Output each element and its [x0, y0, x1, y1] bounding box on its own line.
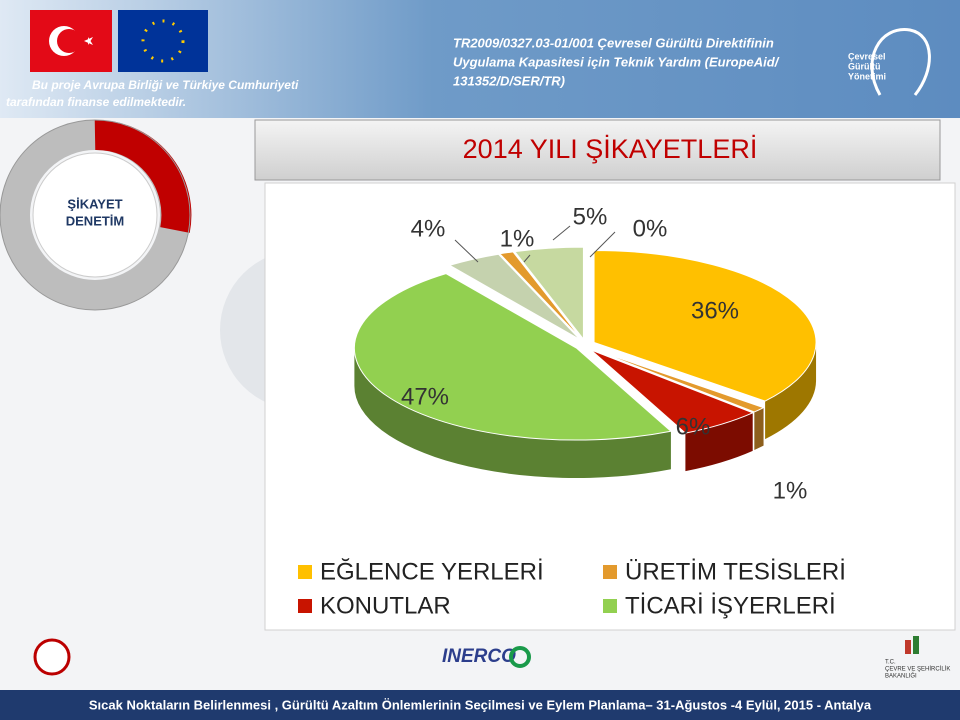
legend-swatch: [603, 565, 617, 579]
leader-line: [552, 225, 571, 241]
footer-text: Sıcak Noktaların Belirlenmesi , Gürültü …: [89, 697, 872, 712]
project-text: 131352/D/SER/TR): [453, 73, 565, 88]
footer-band: [0, 690, 960, 720]
logo-ministry-mark: [905, 640, 911, 654]
logo-text: Gürültü: [848, 61, 881, 71]
ministry-text: BAKANLIĞI: [885, 673, 917, 680]
funding-text: tarafından finanse edilmektedir.: [6, 95, 186, 109]
legend-label: KONUTLAR: [320, 592, 451, 619]
value-label: 5%: [573, 203, 608, 230]
sidebar-text: DENETİM: [66, 213, 125, 228]
ministry-text: ÇEVRE VE ŞEHİRCİLİK: [885, 666, 950, 673]
funding-text: Bu proje Avrupa Birliği ve Türkiye Cumhu…: [32, 78, 299, 92]
legend-swatch: [603, 599, 617, 613]
chart-title: 2014 YILI ŞİKAYETLERİ: [463, 133, 758, 164]
slice: [593, 249, 817, 402]
leader-line: [523, 254, 531, 263]
flag-eu: [118, 10, 208, 72]
legend-label: TİCARİ İŞYERLERİ: [625, 592, 836, 619]
slice: [592, 348, 765, 413]
project-text: TR2009/0327.03-01/001 Çevresel Gürültü D…: [453, 35, 774, 50]
logo-inerco: INERCO: [442, 646, 516, 667]
title-bar: [254, 119, 941, 181]
value-label: 0%: [633, 215, 668, 242]
legend-swatch: [298, 599, 312, 613]
slice: [498, 251, 583, 340]
value-label: 47%: [401, 383, 449, 410]
slice-side: [685, 412, 753, 472]
legend-label: EĞLENCE YERLERİ: [320, 558, 544, 585]
value-label: 1%: [500, 225, 535, 252]
sidebar-text: ŞİKAYET: [67, 196, 122, 211]
pie: 36% 1% 6% 47% 4% 1% 5% 0%: [353, 203, 817, 504]
slice: [448, 253, 581, 341]
ministry-text: T.C.: [885, 660, 896, 666]
value-label: 36%: [691, 297, 739, 324]
leader-line: [589, 231, 616, 258]
legend-swatch: [298, 565, 312, 579]
eu-stars: [141, 19, 185, 63]
flag-crescent-cut: [57, 29, 81, 53]
logo-cpcb: [33, 638, 71, 676]
logo-ear: [870, 28, 931, 96]
ring-edge: [0, 119, 191, 311]
legend: EĞLENCE YERLERİ ÜRETİM TESİSLERİ KONUTLAR T…: [298, 558, 846, 619]
logo-inerco-mark: [509, 646, 531, 668]
value-label: 4%: [411, 215, 446, 242]
value-label: 1%: [773, 477, 808, 504]
flag-star: [84, 37, 93, 45]
logo-text: Çevresel: [848, 51, 886, 61]
slice: [353, 273, 673, 441]
ring-highlight: [94, 119, 192, 233]
slice-side: [754, 407, 764, 450]
slice: [513, 246, 584, 341]
ring-center: [32, 152, 158, 278]
project-text: Uygulama Kapasitesi için Teknik Yardım (…: [453, 54, 780, 69]
leader-line: [454, 239, 479, 263]
slice-side: [354, 348, 671, 479]
logo-ministry-mark: [913, 636, 919, 654]
value-label: 6%: [676, 413, 711, 440]
legend-label: ÜRETİM TESİSLERİ: [625, 558, 846, 585]
logo-text: Yönetimi: [848, 71, 886, 81]
slice-side: [765, 342, 817, 440]
slice: [590, 349, 755, 434]
